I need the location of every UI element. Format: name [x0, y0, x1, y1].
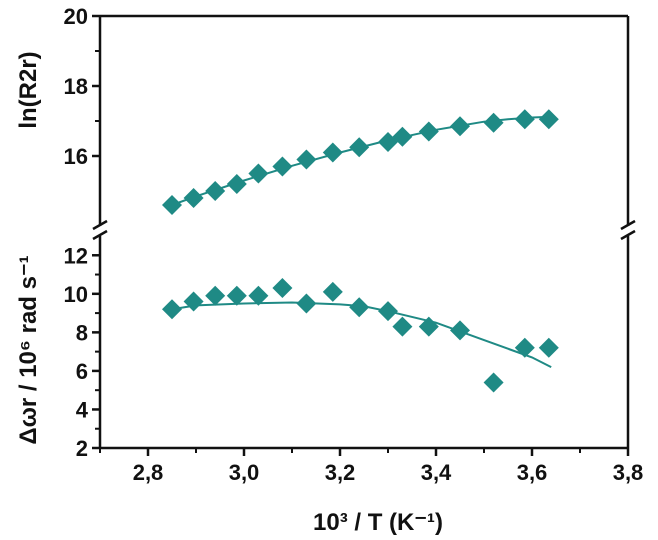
data-point — [205, 181, 226, 201]
data-point — [162, 299, 182, 320]
break-mark — [620, 229, 636, 241]
data-point — [450, 116, 470, 137]
data-point — [514, 109, 535, 130]
break-mark — [92, 219, 108, 231]
data-point — [226, 285, 247, 306]
data-point — [248, 285, 269, 306]
data-point — [322, 142, 343, 163]
data-point — [450, 320, 470, 341]
break-mark — [92, 229, 108, 241]
x-tick-label: 3,8 — [613, 460, 644, 485]
y-tick-label: 12 — [64, 243, 88, 268]
x-tick-label: 3,2 — [325, 460, 356, 485]
x-axis-title: 10³ / T (K⁻¹) — [313, 509, 443, 536]
data-point — [483, 372, 504, 393]
data-point — [272, 156, 293, 177]
y-tick-label: 4 — [76, 397, 89, 422]
y-tick-label: 8 — [76, 320, 88, 345]
data-point — [296, 149, 317, 170]
data-point — [272, 278, 293, 299]
data-point — [226, 174, 247, 194]
y-tick-label: 20 — [64, 4, 88, 29]
data-point — [322, 281, 343, 302]
data-point — [349, 297, 370, 318]
data-point — [205, 285, 226, 306]
data-point — [248, 163, 269, 184]
y-tick-label: 2 — [76, 436, 88, 461]
y-tick-label: 16 — [64, 144, 88, 169]
bottom-y-axis-title: Δωr / 10⁶ rad s⁻¹ — [15, 255, 42, 444]
data-point — [162, 195, 182, 215]
y-tick-label: 18 — [64, 74, 88, 99]
data-point — [418, 121, 439, 142]
x-tick-label: 2,8 — [133, 460, 164, 485]
data-point — [183, 188, 204, 208]
x-tick-label: 3,0 — [229, 460, 260, 485]
data-point — [538, 337, 559, 358]
data-point — [349, 137, 370, 158]
data-point — [378, 301, 398, 322]
data-point — [392, 126, 413, 147]
data-point — [296, 293, 317, 314]
plot-frame — [98, 14, 630, 450]
data-point — [514, 337, 535, 358]
x-tick-label: 3,6 — [517, 460, 548, 485]
x-tick-label: 3,4 — [421, 460, 452, 485]
axis-break-marks — [92, 219, 636, 241]
y-tick-label: 10 — [64, 282, 88, 307]
top-y-axis-title: ln(R2r) — [15, 51, 42, 128]
x-axis: 2,8 3,0 3,2 3,4 3,6 3,8 — [99, 448, 644, 485]
data-point — [483, 112, 504, 133]
data-point — [183, 291, 204, 312]
break-mark — [620, 219, 636, 231]
data-point — [418, 316, 439, 337]
data-point — [392, 316, 413, 337]
bottom-panel: 2 4 6 8 10 12 — [64, 243, 559, 461]
data-point — [538, 109, 559, 130]
top-panel: 16 18 20 — [64, 4, 559, 215]
y-tick-label: 6 — [76, 359, 88, 384]
